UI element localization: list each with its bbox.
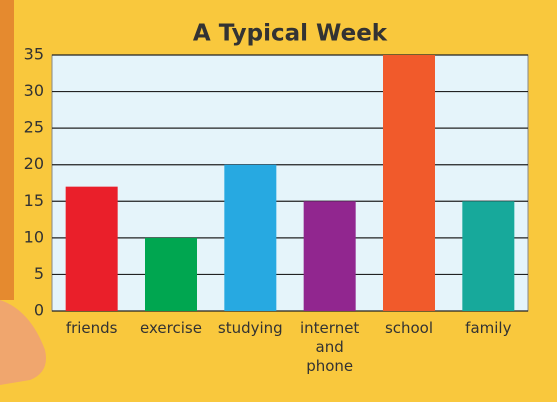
y-tick-label: 25 [24, 118, 44, 137]
plot-area [52, 55, 528, 311]
y-tick-label: 20 [24, 154, 44, 173]
edge [0, 0, 14, 300]
bar [462, 201, 514, 311]
page: A Typical Week 0 5 10 15 20 25 30 35 friendsexe… [0, 0, 557, 402]
y-tick-label: 35 [24, 45, 44, 64]
bar [66, 187, 118, 311]
x-tick-label: friends [52, 319, 131, 338]
bar [304, 201, 356, 311]
y-tick-label: 10 [24, 227, 44, 246]
y-tick-label: 15 [24, 191, 44, 210]
y-tick-label: 30 [24, 81, 44, 100]
bar [145, 238, 197, 311]
x-tick-label: family [449, 319, 528, 338]
x-tick-label: internet and phone [290, 319, 369, 376]
y-tick-label: 5 [34, 264, 44, 283]
x-tick-label: school [369, 319, 448, 338]
x-tick-label: exercise [131, 319, 210, 338]
y-tick-label: 0 [34, 301, 44, 320]
chart-title: A Typical Week [193, 21, 388, 47]
bar [224, 165, 276, 311]
x-tick-label: studying [211, 319, 290, 338]
bar [383, 55, 435, 311]
chart: A Typical Week 0 5 10 15 20 25 30 35 [0, 0, 557, 402]
